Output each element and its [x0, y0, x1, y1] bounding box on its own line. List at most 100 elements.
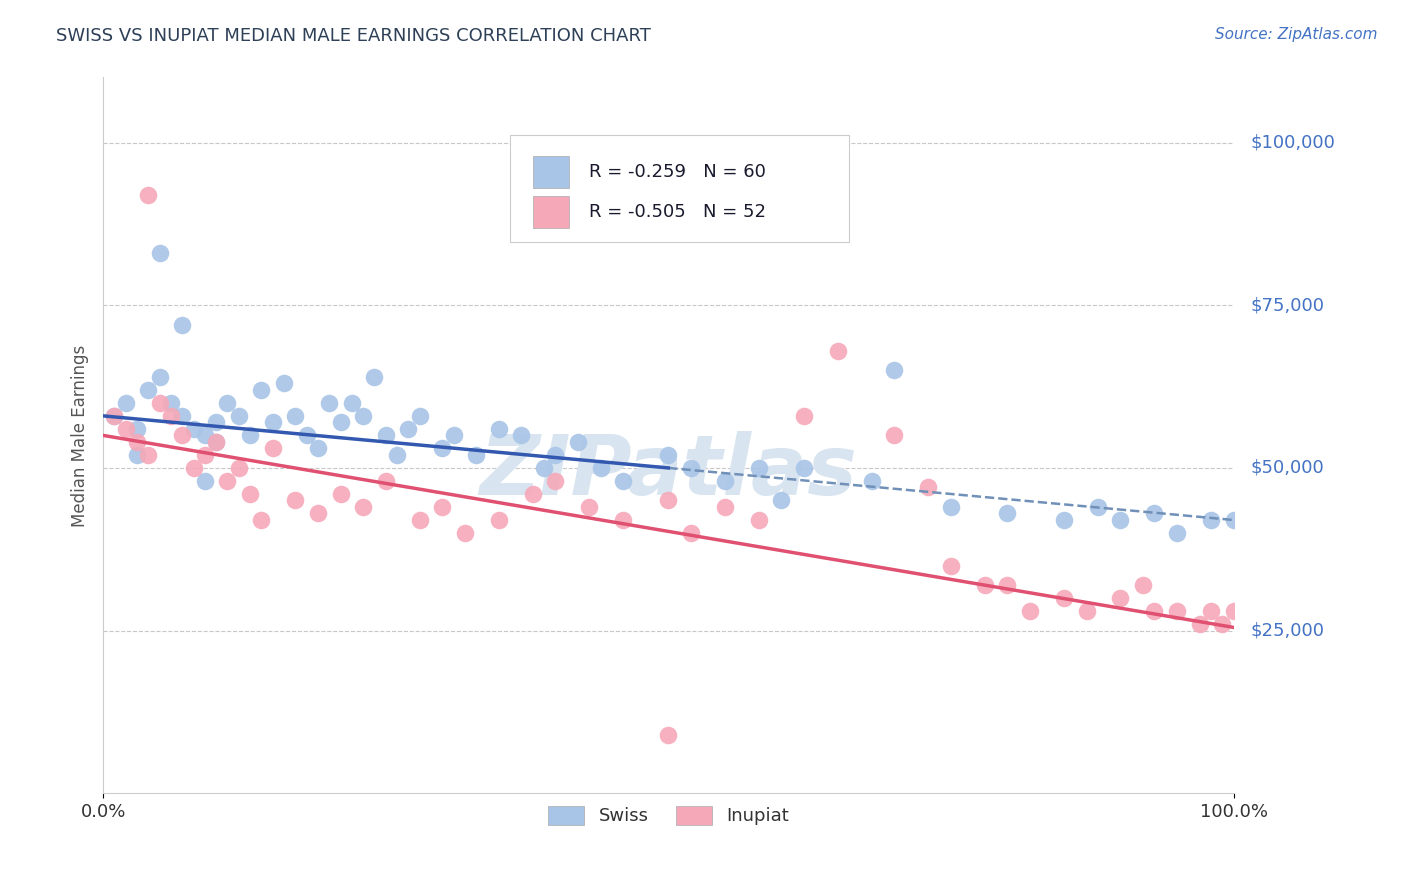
Point	[172, 409, 194, 423]
Point	[114, 396, 136, 410]
Point	[1188, 617, 1211, 632]
Point	[205, 434, 228, 449]
Point	[883, 363, 905, 377]
Point	[228, 409, 250, 423]
Point	[205, 434, 228, 449]
Point	[432, 442, 454, 456]
Text: Source: ZipAtlas.com: Source: ZipAtlas.com	[1215, 27, 1378, 42]
Point	[1166, 526, 1188, 541]
Legend: Swiss, Inupiat: Swiss, Inupiat	[538, 797, 797, 834]
Text: $50,000: $50,000	[1250, 459, 1324, 477]
Point	[114, 422, 136, 436]
Point	[125, 448, 148, 462]
Point	[217, 474, 239, 488]
Point	[612, 474, 634, 488]
Point	[352, 500, 374, 514]
Point	[860, 474, 883, 488]
Point	[273, 376, 295, 391]
Point	[329, 416, 352, 430]
Point	[1143, 604, 1166, 618]
Point	[793, 409, 815, 423]
Point	[194, 448, 217, 462]
Point	[138, 448, 160, 462]
Point	[657, 448, 679, 462]
Point	[408, 409, 430, 423]
FancyBboxPatch shape	[533, 195, 569, 227]
Point	[340, 396, 363, 410]
Point	[1211, 617, 1233, 632]
Point	[194, 474, 217, 488]
Point	[250, 513, 273, 527]
Point	[1053, 513, 1076, 527]
Point	[488, 422, 510, 436]
Point	[138, 187, 160, 202]
Point	[138, 383, 160, 397]
Point	[589, 461, 612, 475]
Point	[432, 500, 454, 514]
Point	[544, 448, 567, 462]
Point	[183, 422, 205, 436]
Point	[228, 461, 250, 475]
Point	[544, 474, 567, 488]
Point	[917, 480, 939, 494]
Point	[385, 448, 408, 462]
Text: $100,000: $100,000	[1250, 134, 1336, 152]
Point	[262, 442, 284, 456]
Point	[239, 428, 262, 442]
Point	[329, 487, 352, 501]
Point	[454, 526, 477, 541]
Text: SWISS VS INUPIAT MEDIAN MALE EARNINGS CORRELATION CHART: SWISS VS INUPIAT MEDIAN MALE EARNINGS CO…	[56, 27, 651, 45]
Point	[997, 507, 1019, 521]
Point	[939, 500, 962, 514]
Point	[973, 578, 995, 592]
Point	[443, 428, 465, 442]
Point	[1143, 507, 1166, 521]
Y-axis label: Median Male Earnings: Median Male Earnings	[72, 344, 89, 526]
Point	[396, 422, 419, 436]
Point	[465, 448, 488, 462]
Point	[997, 578, 1019, 592]
Point	[318, 396, 340, 410]
Point	[149, 369, 172, 384]
Point	[522, 487, 544, 501]
Point	[748, 461, 770, 475]
FancyBboxPatch shape	[510, 135, 849, 242]
Text: $25,000: $25,000	[1250, 622, 1324, 640]
Point	[172, 428, 194, 442]
Point	[679, 526, 702, 541]
Point	[1199, 604, 1222, 618]
Point	[374, 474, 396, 488]
Point	[217, 396, 239, 410]
Point	[612, 513, 634, 527]
Point	[250, 383, 273, 397]
Point	[1087, 500, 1109, 514]
Point	[172, 318, 194, 332]
Text: $75,000: $75,000	[1250, 296, 1324, 314]
Point	[533, 461, 555, 475]
Point	[1109, 513, 1132, 527]
Point	[307, 507, 329, 521]
Point	[149, 396, 172, 410]
Point	[714, 500, 737, 514]
Point	[1053, 591, 1076, 606]
Point	[262, 416, 284, 430]
Point	[510, 428, 533, 442]
Point	[125, 434, 148, 449]
Point	[284, 493, 307, 508]
FancyBboxPatch shape	[533, 156, 569, 188]
Point	[205, 416, 228, 430]
Point	[1222, 513, 1244, 527]
Text: ZIPatlas: ZIPatlas	[479, 431, 858, 512]
Point	[793, 461, 815, 475]
Point	[1109, 591, 1132, 606]
Point	[567, 434, 589, 449]
Point	[352, 409, 374, 423]
Point	[939, 558, 962, 573]
Point	[714, 474, 737, 488]
Point	[883, 428, 905, 442]
Point	[578, 500, 600, 514]
Point	[103, 409, 125, 423]
Point	[194, 428, 217, 442]
Point	[239, 487, 262, 501]
Point	[408, 513, 430, 527]
